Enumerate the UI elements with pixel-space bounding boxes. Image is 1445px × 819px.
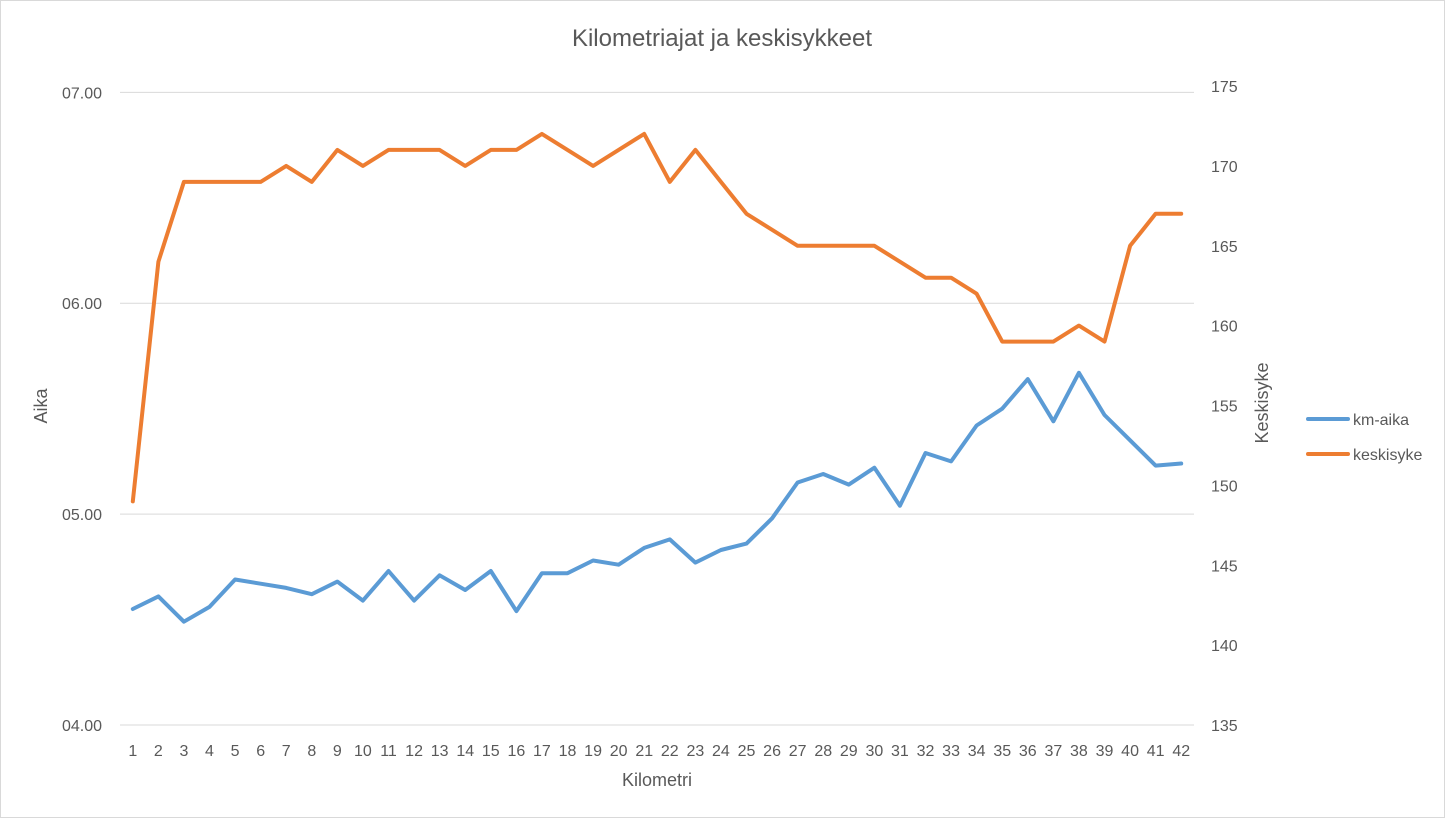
y2-tick-label: 170: [1211, 159, 1238, 176]
x-tick-label: 6: [256, 743, 265, 760]
y2-tick-label: 150: [1211, 478, 1238, 495]
y2-tick-label: 155: [1211, 399, 1238, 416]
legend: km-aika keskisyke: [1306, 412, 1422, 464]
x-tick-label: 14: [456, 743, 474, 760]
x-tick-label: 17: [533, 743, 551, 760]
x-tick-label: 7: [282, 743, 291, 760]
legend-label-km-aika: km-aika: [1353, 412, 1409, 429]
x-tick-label: 16: [507, 743, 525, 760]
x-tick-label: 25: [738, 743, 756, 760]
x-tick-label: 20: [610, 743, 628, 760]
x-tick-label: 27: [789, 743, 807, 760]
y2-tick-label: 175: [1211, 79, 1238, 96]
x-tick-label: 12: [405, 743, 423, 760]
x-tick-label: 39: [1096, 743, 1114, 760]
legend-label-keskisyke: keskisyke: [1353, 447, 1422, 464]
x-tick-label: 31: [891, 743, 909, 760]
y2-tick-label: 145: [1211, 558, 1238, 575]
x-tick-label: 33: [942, 743, 960, 760]
y-tick-label: 05.00: [62, 507, 102, 524]
y-axis-title: Aika: [31, 388, 51, 424]
x-tick-label: 18: [559, 743, 577, 760]
y-tick-label: 07.00: [62, 85, 102, 102]
x-tick-label: 8: [307, 743, 316, 760]
x-tick-label: 26: [763, 743, 781, 760]
x-tick-label: 38: [1070, 743, 1088, 760]
chart-title: Kilometriajat ja keskisykkeet: [572, 25, 872, 52]
x-tick-label: 11: [380, 743, 397, 760]
x-tick-label: 28: [814, 743, 832, 760]
series-lines: [130, 131, 1184, 624]
x-tick-label: 35: [993, 743, 1011, 760]
y2-tick-label: 140: [1211, 638, 1238, 655]
series-line-keskisyke: [130, 131, 1184, 504]
y2-tick-label: 160: [1211, 319, 1238, 336]
x-tick-label: 1: [128, 743, 137, 760]
x-tick-label: 37: [1044, 743, 1062, 760]
y2-tick-label: 165: [1211, 239, 1238, 256]
x-tick-label: 30: [865, 743, 883, 760]
x-tick-label: 13: [431, 743, 449, 760]
axes: 04.0005.0006.0007.0013514014515015516016…: [62, 79, 1238, 760]
x-tick-label: 41: [1147, 743, 1165, 760]
y-tick-label: 04.00: [62, 718, 102, 735]
y2-tick-label: 135: [1211, 718, 1238, 735]
x-tick-label: 22: [661, 743, 679, 760]
gridlines: [120, 91, 1194, 726]
x-tick-label: 3: [179, 743, 188, 760]
x-tick-label: 24: [712, 743, 730, 760]
x-tick-label: 34: [968, 743, 986, 760]
x-tick-label: 15: [482, 743, 500, 760]
x-tick-label: 4: [205, 743, 214, 760]
y-tick-label: 06.00: [62, 296, 102, 313]
x-tick-label: 32: [917, 743, 935, 760]
x-tick-label: 19: [584, 743, 602, 760]
x-tick-label: 42: [1172, 743, 1190, 760]
x-tick-label: 10: [354, 743, 372, 760]
series-line-km-aika: [130, 370, 1184, 624]
x-tick-label: 9: [333, 743, 342, 760]
x-axis-title: Kilometri: [622, 770, 692, 790]
x-tick-label: 29: [840, 743, 858, 760]
y2-axis-title: Keskisyke: [1252, 362, 1272, 443]
x-tick-label: 23: [686, 743, 704, 760]
x-tick-label: 5: [231, 743, 240, 760]
x-tick-label: 21: [635, 743, 653, 760]
x-tick-label: 2: [154, 743, 163, 760]
x-tick-label: 36: [1019, 743, 1037, 760]
x-tick-label: 40: [1121, 743, 1139, 760]
